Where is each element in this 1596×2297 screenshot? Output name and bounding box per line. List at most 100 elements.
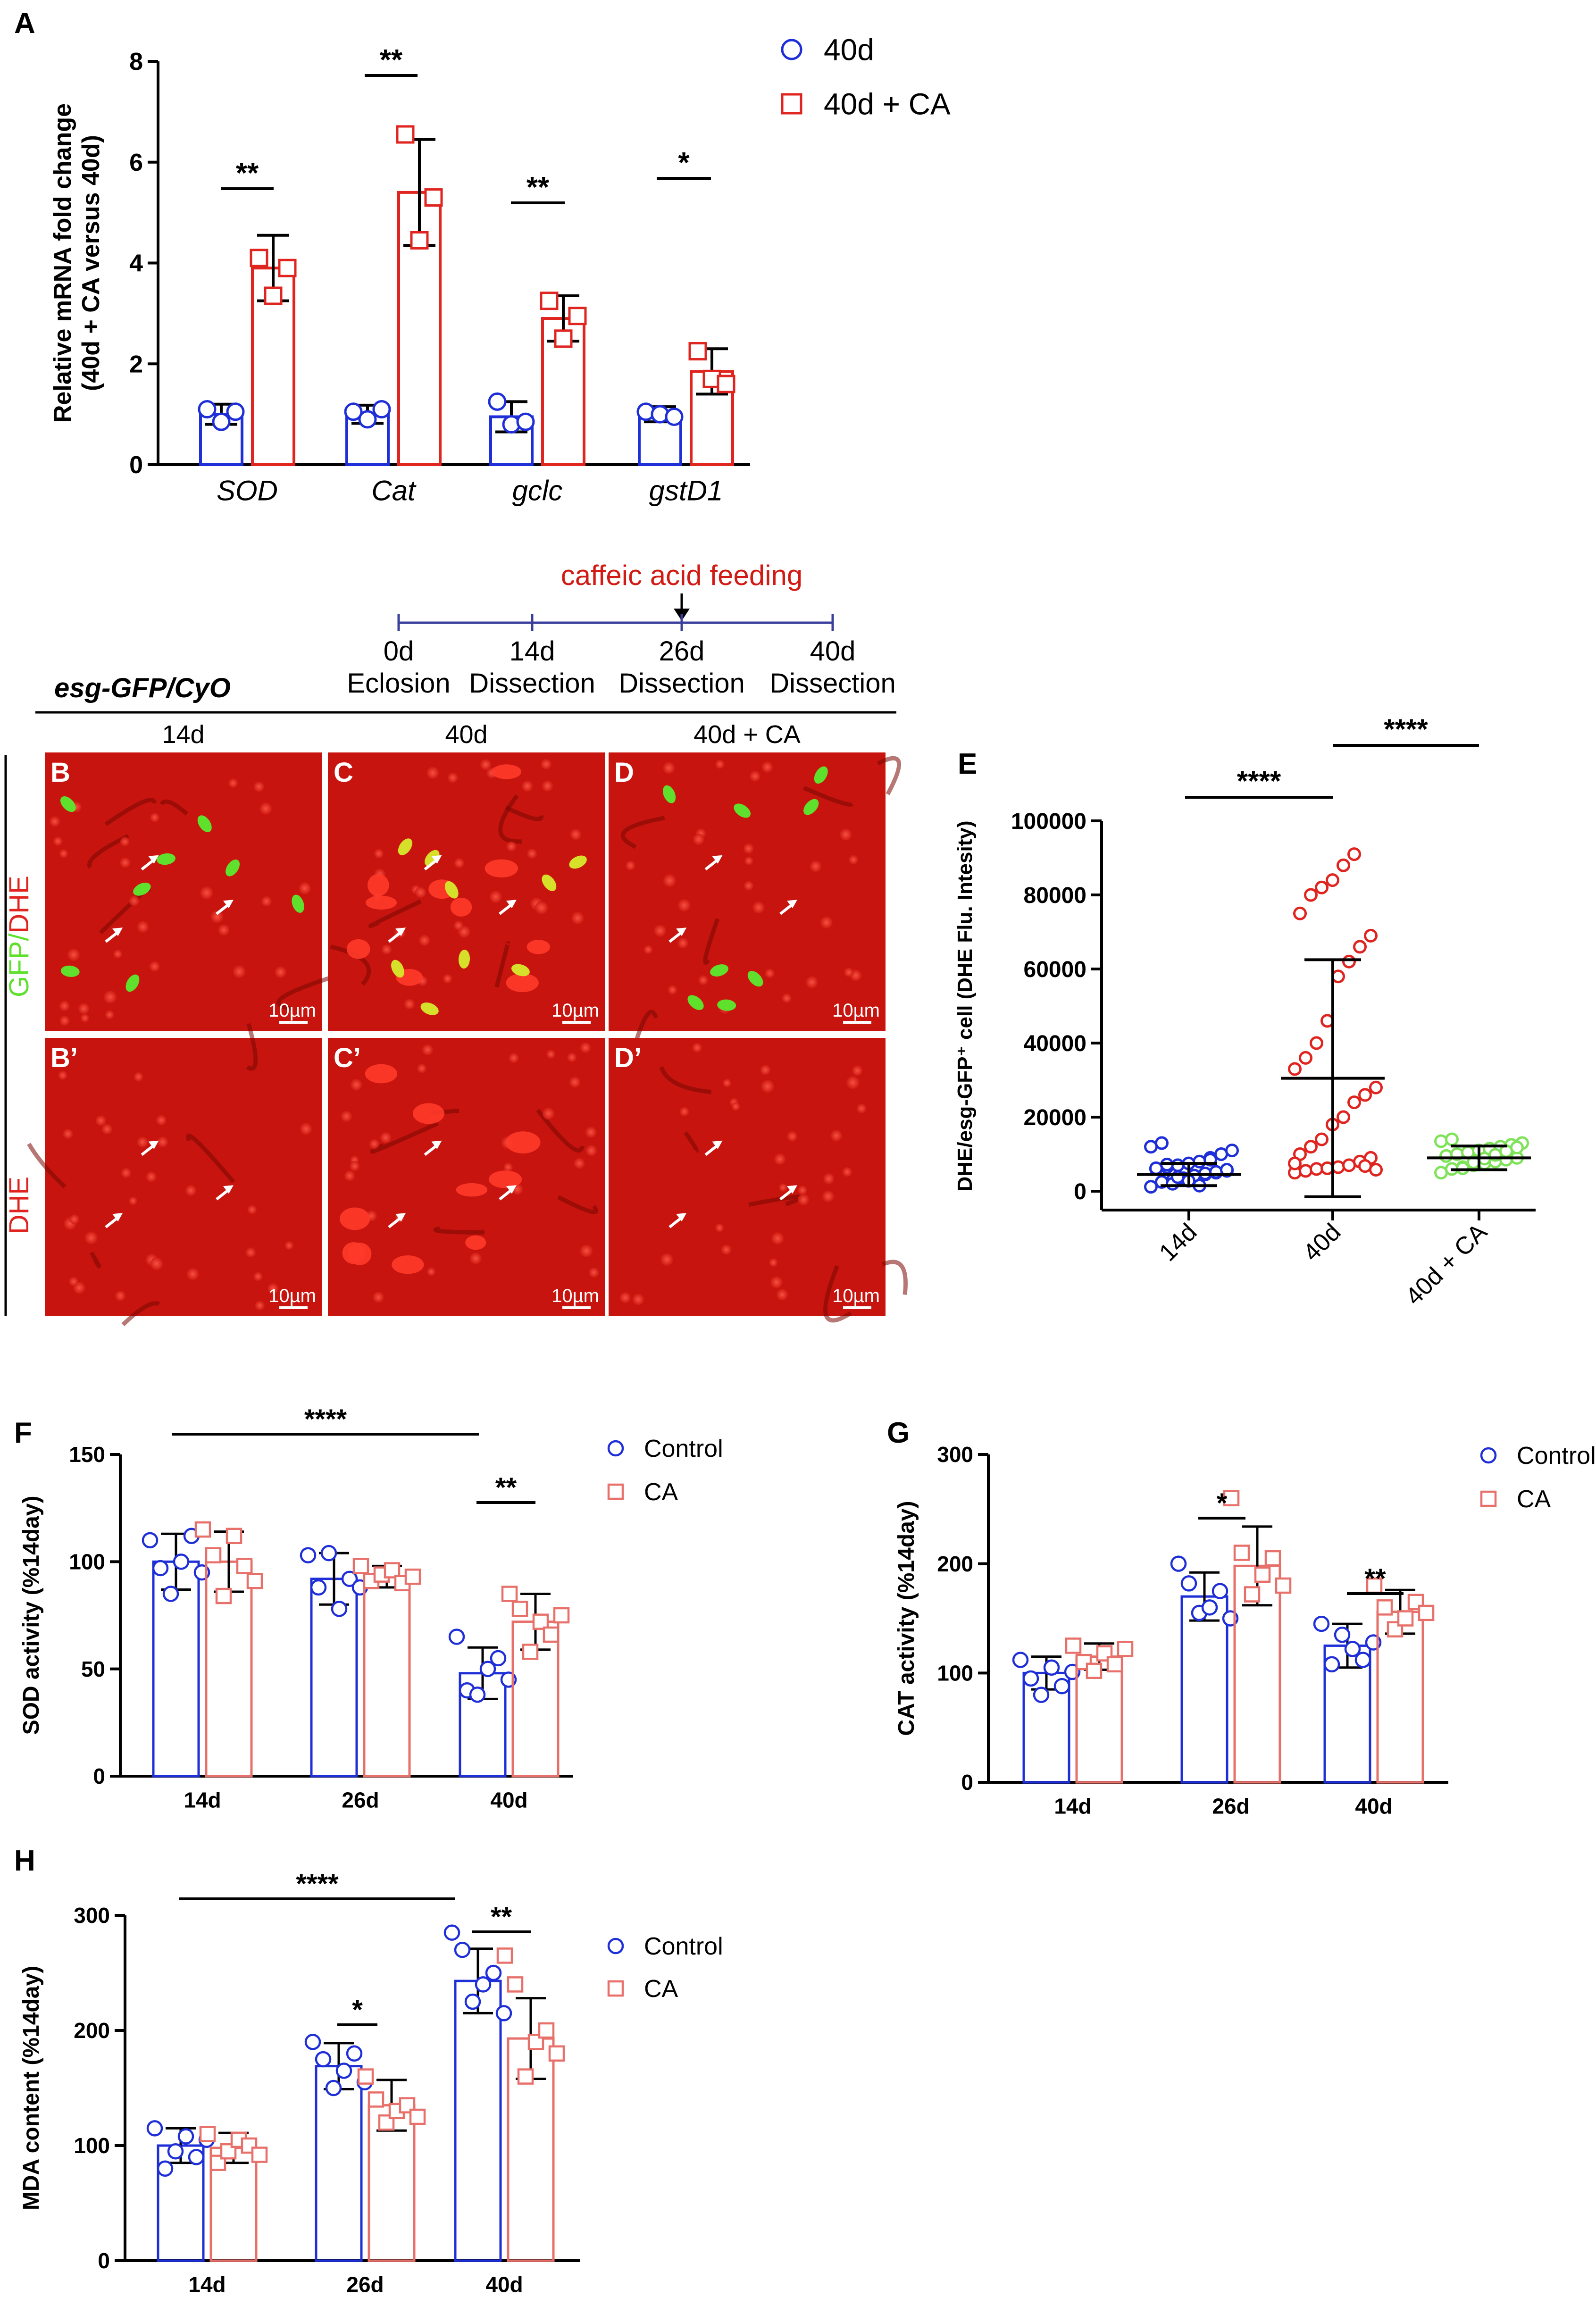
data-point [278, 259, 297, 277]
legend-label: Control [1517, 1442, 1596, 1470]
significance-label: ** [495, 1472, 517, 1503]
tissue-fold [186, 1134, 235, 1184]
tissue-fold [823, 1265, 852, 1323]
legend-label: CA [1517, 1486, 1551, 1513]
tissue-fold [505, 805, 543, 821]
data-point [538, 2022, 555, 2039]
nucleus [692, 1043, 702, 1053]
data-point [1288, 1062, 1302, 1076]
nucleus [59, 849, 68, 858]
data-point [1315, 880, 1329, 894]
significance-label: ** [380, 44, 403, 76]
arrow-head [786, 900, 797, 909]
data-point [1434, 1166, 1448, 1180]
legend-marker [1480, 1490, 1497, 1507]
y-tick-label: 60000 [1024, 957, 1086, 982]
y-axis-label-line2: (40d + CA versus 40d) [77, 135, 105, 391]
data-point [495, 2005, 512, 2021]
scale-bar-label: 10µm [551, 1286, 599, 1306]
nucleus [521, 780, 533, 792]
nucleus [150, 812, 159, 822]
data-point [1155, 1136, 1169, 1150]
nucleus [760, 1065, 771, 1075]
row-label-dhe: DHE [4, 876, 34, 933]
data-point [1376, 1599, 1393, 1616]
nucleus [625, 860, 635, 870]
nucleus [782, 993, 792, 1003]
data-point [1299, 1051, 1312, 1065]
legend-label: CA [644, 1975, 678, 2003]
nucleus [743, 843, 754, 854]
nucleus [369, 1139, 379, 1149]
nucleus [300, 1123, 312, 1135]
data-point [1439, 1149, 1453, 1163]
data-point [717, 375, 735, 393]
gfp-cell [391, 960, 404, 978]
data-point [1065, 1637, 1082, 1654]
nucleus [822, 1190, 835, 1203]
data-point [1043, 1659, 1060, 1676]
nucleus [856, 1103, 867, 1114]
data-point [341, 1570, 358, 1587]
gfp-cell [157, 853, 175, 865]
y-tick-label: 0 [961, 1770, 973, 1795]
micrograph-panel [328, 752, 605, 1031]
nucleus [261, 896, 272, 907]
nucleus [677, 899, 691, 912]
nucleus [115, 1290, 126, 1302]
data-point [205, 1547, 222, 1563]
data-point [157, 2160, 174, 2177]
nucleus [149, 961, 160, 972]
data-point [1369, 1080, 1383, 1094]
arrow-head [148, 855, 159, 864]
nucleus [844, 967, 854, 977]
data-point [507, 1976, 524, 1993]
nucleus [752, 901, 765, 914]
nucleus [374, 849, 384, 859]
nucleus [63, 1128, 73, 1139]
nucleus [744, 856, 753, 866]
category-label: 26d [342, 1788, 379, 1813]
micrograph-panel-id: D [614, 757, 634, 788]
data-point [250, 249, 268, 267]
data-point [409, 2108, 426, 2125]
micrograph-column-title: 40d + CA [694, 720, 801, 749]
nucleus [95, 1115, 107, 1126]
arrow-head [223, 1185, 234, 1194]
nucleus [137, 921, 149, 933]
data-point [1323, 1656, 1340, 1673]
category-label: 14d [1054, 1794, 1091, 1819]
y-tick-label: 200 [937, 1552, 973, 1576]
data-point [1397, 1610, 1414, 1627]
timeline-treatment-label: caffeic acid feeding [561, 560, 803, 591]
micrograph-column-title: 14d [162, 720, 204, 749]
legend-marker [607, 1440, 624, 1457]
data-point [325, 2080, 342, 2097]
y-axis-label: SOD activity (%14day) [19, 1496, 44, 1735]
nucleus [771, 1232, 784, 1245]
ros-cell [339, 1207, 370, 1230]
data-point [517, 2068, 534, 2085]
nucleus [761, 761, 773, 773]
nucleus [80, 1013, 90, 1023]
data-point [1022, 1670, 1039, 1687]
category-label: gstD1 [649, 475, 723, 506]
nucleus [350, 1078, 362, 1091]
arrow-head [712, 1140, 723, 1149]
nucleus [761, 1079, 774, 1093]
nucleus [542, 1107, 555, 1120]
gfp-cell [734, 803, 751, 818]
data-point [188, 2149, 205, 2165]
data-point [688, 342, 707, 361]
tissue-fold [159, 799, 189, 816]
data-point [384, 1562, 401, 1579]
y-tick-label: 8 [129, 48, 143, 75]
nucleus [454, 858, 465, 869]
data-point [236, 1558, 253, 1574]
data-point [1193, 1154, 1206, 1169]
tissue-fold [27, 1143, 67, 1189]
gfp-cell [133, 882, 151, 896]
nucleus [848, 855, 859, 865]
significance-label: ** [526, 171, 550, 204]
nucleus [426, 767, 439, 779]
